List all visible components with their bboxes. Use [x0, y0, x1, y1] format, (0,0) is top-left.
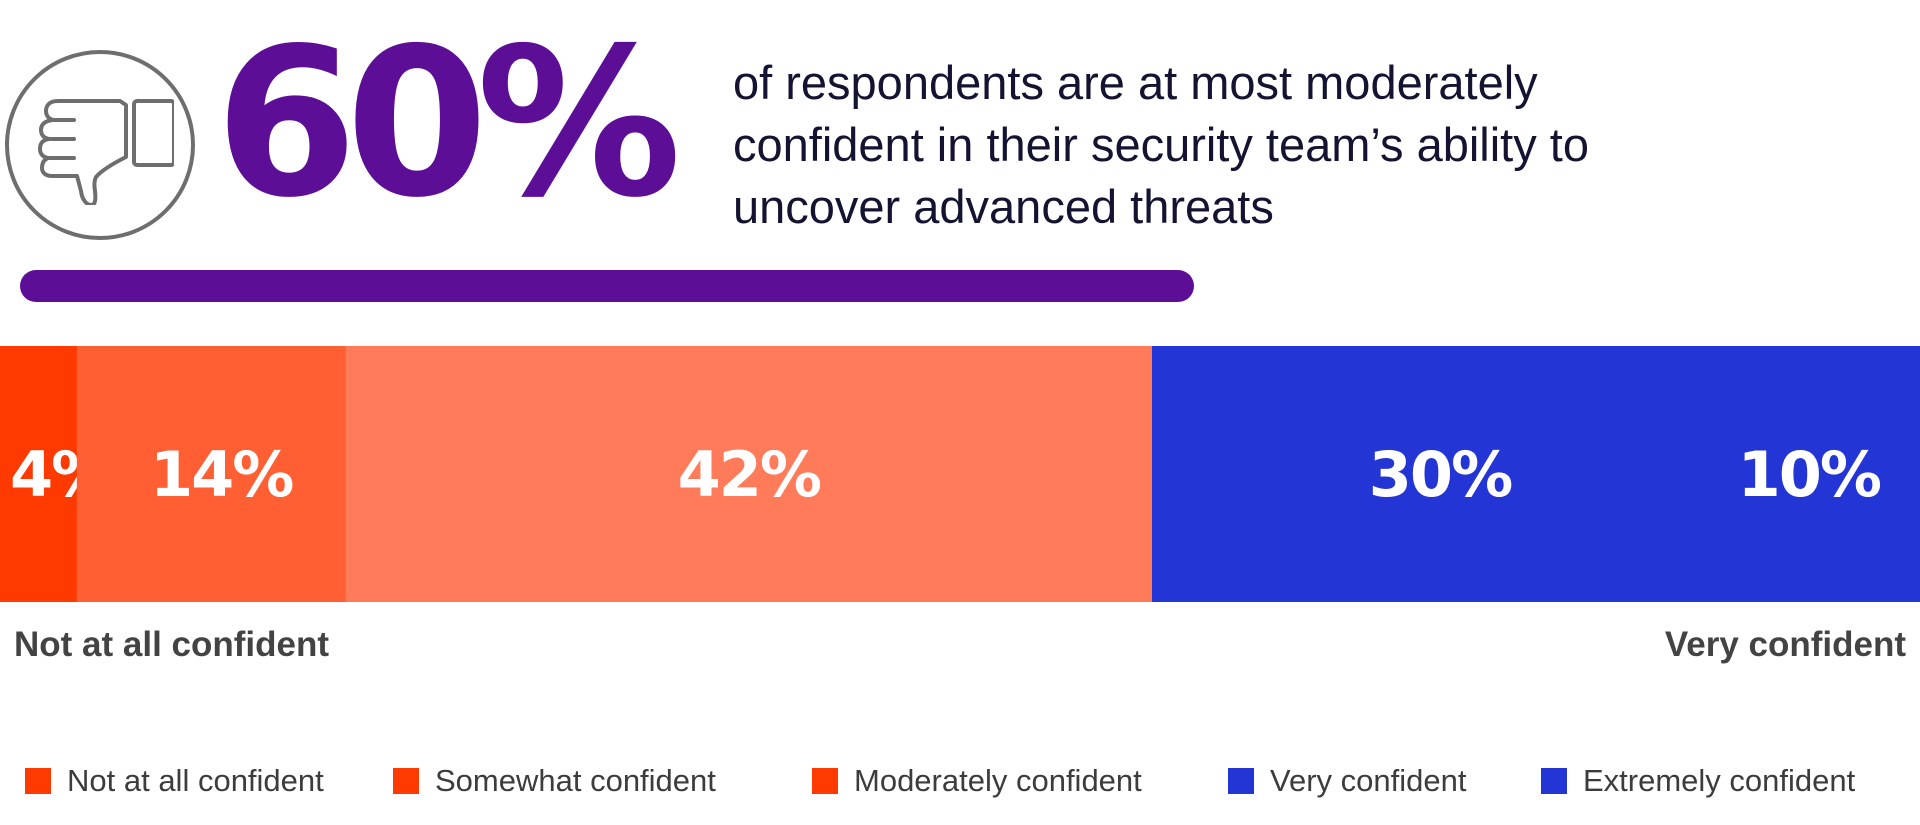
legend-swatch: [25, 768, 51, 794]
icon-circle: [5, 50, 195, 240]
bar-segment-not-at-all-confident: [0, 346, 78, 602]
legend-label: Very confident: [1270, 763, 1467, 798]
legend-label: Extremely confident: [1583, 763, 1856, 798]
legend-item-moderately-confident: Moderately confident: [812, 763, 1142, 799]
stacked-bar-chart: 4% 14% 42% 30% 10%: [0, 346, 1920, 602]
legend-label: Somewhat confident: [435, 763, 716, 798]
legend-label: Not at all confident: [67, 763, 324, 798]
bar-segment-moderately-confident: [345, 346, 1153, 602]
legend-item-extremely-confident: Extremely confident: [1541, 763, 1855, 799]
headline-text: of respondents are at most moderately co…: [733, 56, 1589, 233]
legend-item-somewhat-confident: Somewhat confident: [393, 763, 716, 799]
axis-label-right: Very confident: [1664, 625, 1906, 664]
legend-swatch: [812, 768, 838, 794]
legend-swatch: [1541, 768, 1567, 794]
data-label-very-confident: 30%: [1369, 438, 1512, 511]
highlight-bar: [20, 270, 1194, 302]
data-label-moderately-confident: 42%: [678, 438, 821, 511]
bar-segment-very-confident: [1152, 346, 1729, 602]
legend-item-not-at-all-confident: Not at all confident: [25, 763, 324, 799]
legend-item-very-confident: Very confident: [1228, 763, 1466, 799]
legend-label: Moderately confident: [854, 763, 1142, 798]
axis-label-left: Not at all confident: [14, 625, 329, 664]
big-stat-value: 60%: [215, 5, 682, 243]
legend-swatch: [393, 768, 419, 794]
data-label-extremely-confident: 10%: [1738, 438, 1881, 511]
thumbs-down-icon: [38, 99, 174, 205]
bar-segment-extremely-confident: [1728, 346, 1920, 602]
legend-swatch: [1228, 768, 1254, 794]
data-label-somewhat-confident: 14%: [150, 438, 293, 511]
bar-segment-somewhat-confident: [76, 346, 347, 602]
